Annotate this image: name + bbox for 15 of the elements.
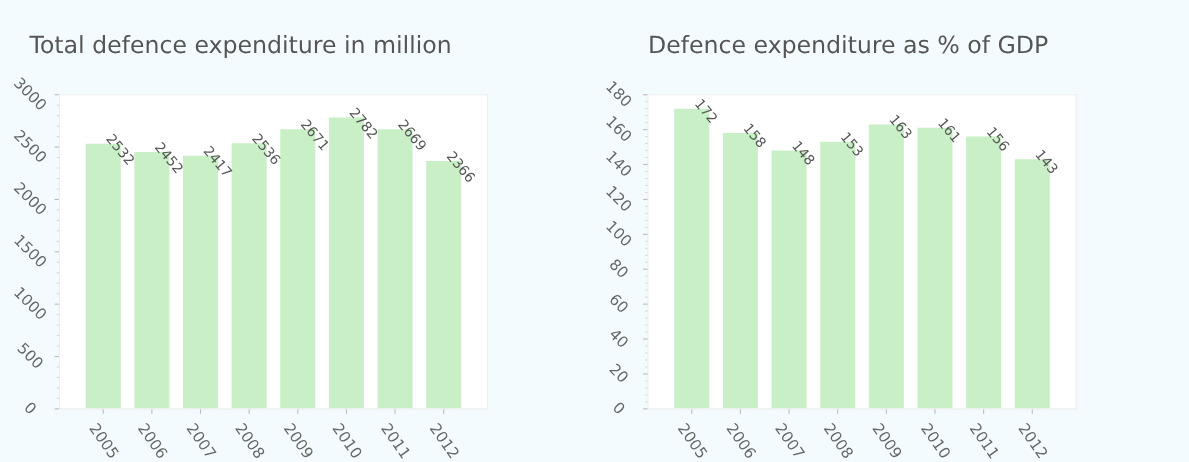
chart-title: Defence expenditure as % of GDP	[650, 35, 1048, 58]
y-tick-label: 20	[608, 362, 630, 384]
y-tick-label: 120	[605, 185, 633, 213]
y-tick-label: 60	[608, 292, 630, 314]
chart-title: Total defence expenditure in million	[29, 35, 450, 58]
y-tick-label: 80	[608, 258, 630, 279]
data-label: 163	[889, 114, 913, 140]
y-tick-label: 180	[605, 80, 633, 108]
y-tick-label: 140	[605, 150, 633, 178]
y-tick-label: 160	[605, 115, 633, 143]
y-tick-label: 40	[608, 327, 630, 349]
y-tick-label: 0	[23, 401, 38, 415]
y-tick-label: 100	[605, 220, 633, 248]
data-label: 143	[1035, 149, 1059, 175]
y-tick-label: 0	[612, 401, 626, 415]
